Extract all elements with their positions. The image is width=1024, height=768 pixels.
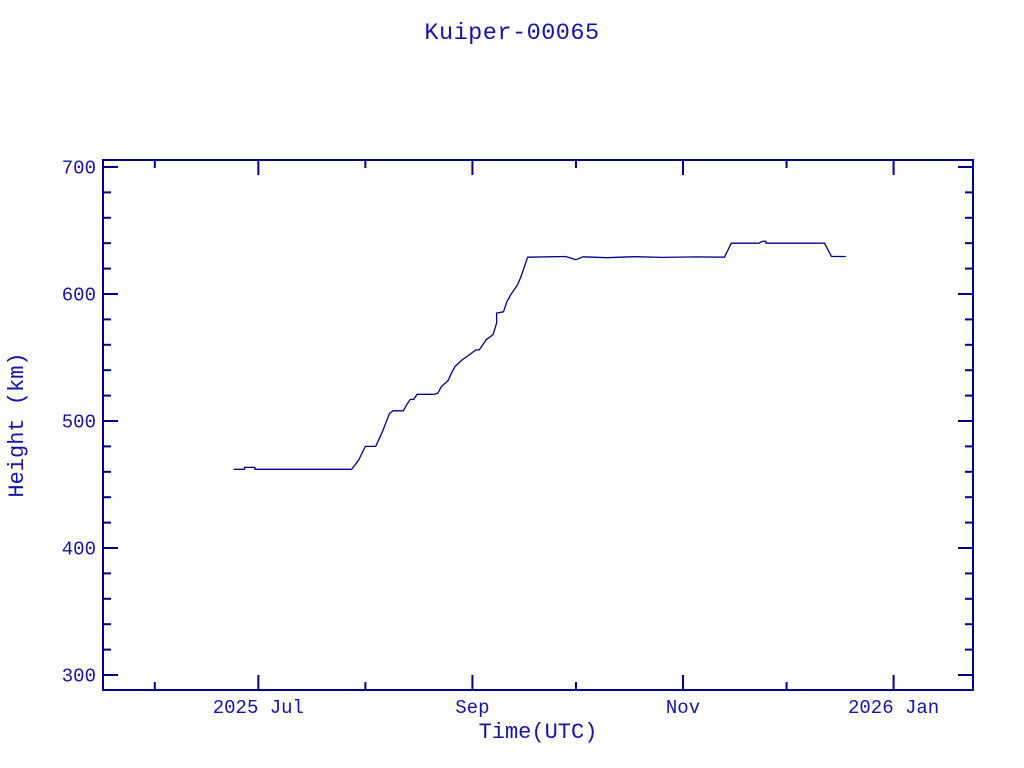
y-tick-label: 300 [62,666,96,688]
data-series [233,240,846,470]
chart-title: Kuiper-00065 [424,20,599,47]
x-tick-label: Sep [455,697,489,719]
plot-frame [102,159,974,691]
axis-ticks [104,161,972,689]
y-tick-label: 500 [62,411,96,433]
x-tick-label: Nov [666,697,700,719]
height-data-line [233,240,846,470]
x-tick-label: 2025 Jul [213,697,304,719]
y-tick-label: 700 [62,157,96,179]
y-tick-label: 400 [62,539,96,561]
plot-border [102,159,974,691]
x-axis-label: Time(UTC) [479,720,598,745]
axis-tick-labels: 2025 Jul Sep Nov 2026 Jan 300 400 500 600 700 [62,157,939,719]
y-tick-label: 600 [62,284,96,306]
x-tick-label: 2026 Jan [848,697,939,719]
y-axis-label: Height (km) [5,352,30,497]
